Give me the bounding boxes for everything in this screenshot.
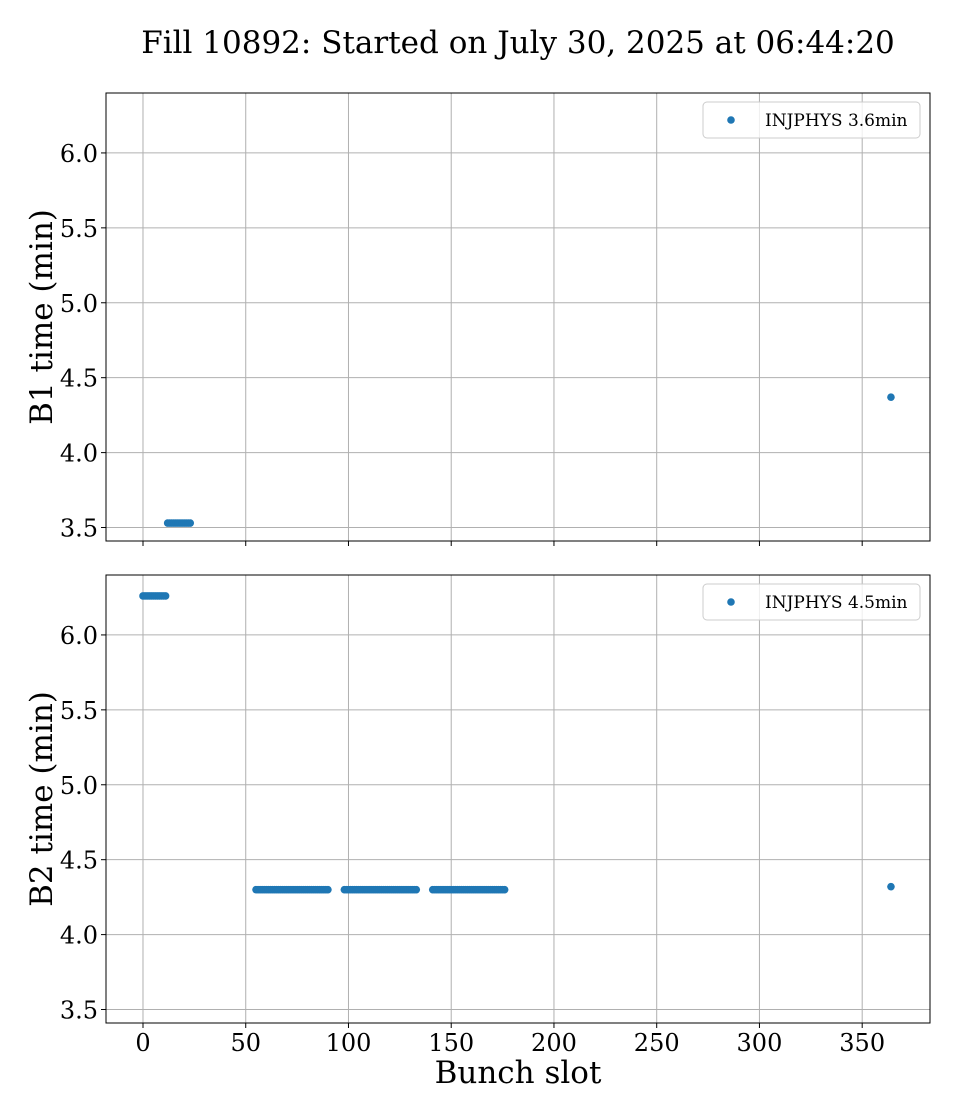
data-point: [500, 885, 509, 894]
data-point: [412, 885, 421, 894]
x-tick-label: 50: [230, 1029, 261, 1057]
legend-marker: [727, 598, 735, 606]
grid-b2: [106, 575, 930, 1023]
y-tick-label: 3.5: [60, 997, 98, 1025]
y-tick-label: 4.5: [60, 847, 98, 875]
x-tick-label: 300: [737, 1029, 783, 1057]
y-tick-label: 3.5: [60, 515, 98, 543]
legend-b1: INJPHYS 3.6min: [702, 101, 921, 139]
panel-b2: 0 50 100 150 200 250 300 350 3.5 4.0 4.5 5.0 5.5 6.0 B…: [24, 574, 931, 1057]
panels: 3.5 4.0 4.5 5.0 5.5 6.0 B1 time (min) INJPHYS 3…: [24, 92, 931, 1057]
y-tick-label: 4.0: [60, 440, 98, 468]
y-tick-label: 5.5: [60, 215, 98, 243]
series-b2: [139, 592, 895, 894]
x-axis-label: Bunch slot: [435, 1055, 602, 1091]
series-b1: [163, 393, 895, 527]
data-point: [887, 393, 895, 401]
y-tick-label: 4.5: [60, 365, 98, 393]
x-tick-label: 250: [634, 1029, 680, 1057]
panel-b1: 3.5 4.0 4.5 5.0 5.5 6.0 B1 time (min) INJPHYS 3…: [24, 92, 931, 546]
y-axis-label-b1: B1 time (min): [24, 209, 60, 425]
data-point: [161, 592, 170, 600]
y-tick-label: 5.5: [60, 697, 98, 725]
y-axis-label-b2: B2 time (min): [24, 691, 60, 907]
x-tick-label: 150: [428, 1029, 474, 1057]
x-tick-label: 100: [326, 1029, 372, 1057]
legend-box: [702, 101, 921, 139]
grid-b1: [106, 93, 930, 541]
axes-frame-b2: [105, 574, 931, 1024]
x-tick-label: 200: [531, 1029, 577, 1057]
data-point: [324, 885, 332, 894]
y-tick-label: 5.0: [60, 290, 98, 318]
y-tick-label: 4.0: [60, 922, 98, 950]
legend-b2: INJPHYS 4.5min: [702, 583, 921, 621]
x-tick-label: 0: [135, 1029, 150, 1057]
data-point: [887, 882, 895, 891]
legend-marker: [727, 116, 735, 124]
chart-title: Fill 10892: Started on July 30, 2025 at …: [141, 25, 895, 61]
axes-frame-b1: [105, 92, 931, 542]
y-tick-label: 6.0: [60, 622, 98, 650]
y-tick-label: 6.0: [60, 140, 98, 168]
x-tick-label: 350: [839, 1029, 885, 1057]
data-point: [186, 519, 195, 527]
y-tick-label: 5.0: [60, 772, 98, 800]
legend-label: INJPHYS 4.5min: [765, 593, 908, 613]
legend-label: INJPHYS 3.6min: [765, 111, 908, 131]
legend-box: [702, 583, 921, 621]
